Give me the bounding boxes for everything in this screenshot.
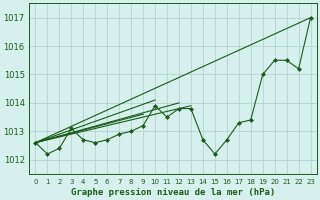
X-axis label: Graphe pression niveau de la mer (hPa): Graphe pression niveau de la mer (hPa) <box>71 188 275 197</box>
